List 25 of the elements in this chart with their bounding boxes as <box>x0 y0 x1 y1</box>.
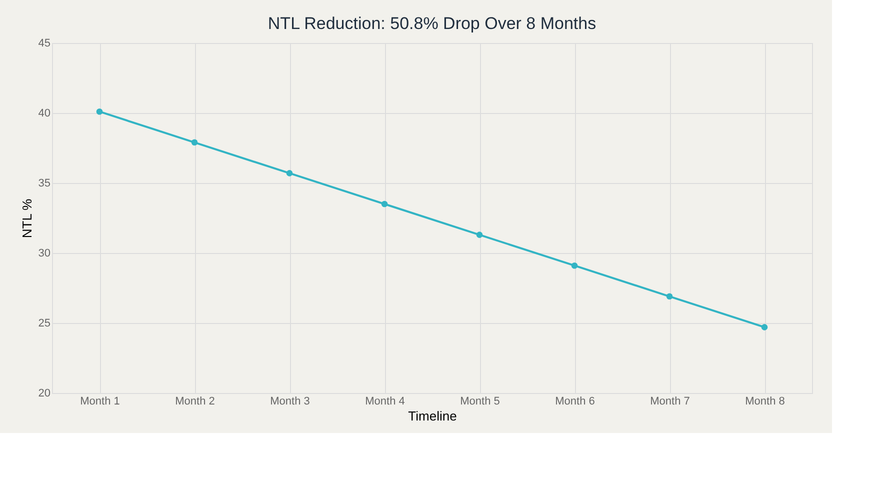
point <box>476 232 483 238</box>
x-tick-label: Month 6 <box>555 396 595 408</box>
x-tick-label: Month 1 <box>80 396 120 408</box>
x-tick-label: Month 4 <box>365 396 405 408</box>
point <box>666 293 673 300</box>
y-tick-label: 45 <box>38 38 50 50</box>
y-tick-label: 40 <box>38 108 50 120</box>
chart-title: NTL Reduction: 50.8% Drop Over 8 Months <box>268 14 596 33</box>
x-tick-label: Month 2 <box>175 396 215 408</box>
x-tick-label: Month 8 <box>745 396 785 408</box>
x-tick-label: Month 3 <box>270 396 310 408</box>
y-tick-label: 20 <box>38 388 50 400</box>
x-tick-label: Month 7 <box>650 396 690 408</box>
point <box>286 170 293 176</box>
point <box>571 262 578 269</box>
point <box>381 200 388 208</box>
y-tick-label: 30 <box>38 248 50 260</box>
y-tick-label: 35 <box>38 178 50 190</box>
x-tick-label: Month 5 <box>460 396 500 408</box>
point <box>191 139 198 146</box>
point <box>96 108 103 115</box>
y-axis-title: NTL % <box>19 198 34 238</box>
x-axis-title: Timeline <box>408 408 457 424</box>
point <box>761 324 768 330</box>
y-tick-label: 25 <box>38 318 50 330</box>
